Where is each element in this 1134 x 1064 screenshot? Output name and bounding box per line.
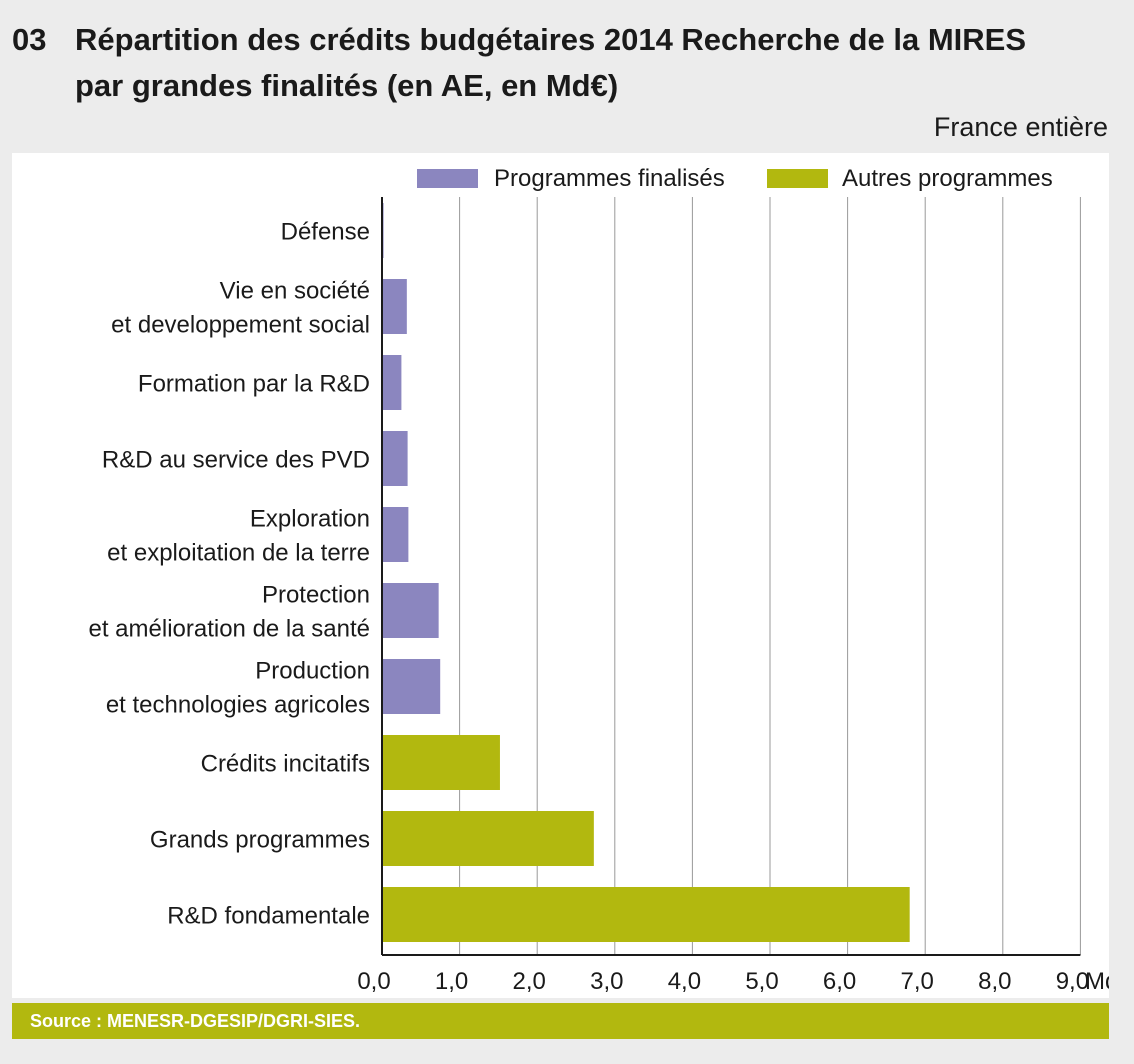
x-tick-label: 2,0 <box>513 968 546 995</box>
category-label: Défense <box>281 219 370 246</box>
category-label: et developpement social <box>111 312 370 339</box>
x-tick-label: 5,0 <box>745 968 778 995</box>
category-label: Production <box>255 658 370 685</box>
x-tick-label: 4,0 <box>668 968 701 995</box>
x-tick-label: 3,0 <box>590 968 623 995</box>
category-label: Formation par la R&D <box>138 371 370 398</box>
bar <box>382 355 402 410</box>
legend-label: Autres programmes <box>842 165 1053 192</box>
x-tick-label: 9,0 <box>1056 968 1089 995</box>
source-text: Source : MENESR-DGESIP/DGRI-SIES. <box>30 1011 361 1031</box>
x-tick-label: 7,0 <box>901 968 934 995</box>
category-label: R&D fondamentale <box>167 903 370 930</box>
category-label: Grands programmes <box>150 827 370 854</box>
chart-title-line1: Répartition des crédits budgétaires 2014… <box>75 22 1026 57</box>
category-label: et amélioration de la santé <box>88 616 370 643</box>
x-unit-label: Md€ <box>1085 968 1109 995</box>
bar <box>382 431 408 486</box>
category-label: et technologies agricoles <box>106 692 370 719</box>
category-label: Vie en société <box>220 278 370 305</box>
legend-swatch <box>767 169 828 188</box>
chart-number: 03 <box>12 22 47 57</box>
chart-panel: Défense Vie en société et developpement so… <box>12 153 1109 998</box>
bar <box>382 507 409 562</box>
bar <box>382 583 439 638</box>
bar <box>382 279 407 334</box>
chart-title-line2: par grandes finalités (en AE, en Md€) <box>75 68 619 103</box>
bar-chart: Défense Vie en société et developpement so… <box>88 165 1109 995</box>
category-label: Protection <box>262 582 370 609</box>
x-tick-label: 1,0 <box>435 968 468 995</box>
legend-swatch <box>417 169 478 188</box>
category-label: et exploitation de la terre <box>107 540 370 567</box>
source-bar: Source : MENESR-DGESIP/DGRI-SIES. <box>12 1003 1109 1039</box>
bar <box>382 811 594 866</box>
x-tick-label: 0,0 <box>357 968 390 995</box>
category-label: Crédits incitatifs <box>201 751 370 778</box>
x-tick-label: 6,0 <box>823 968 856 995</box>
scope-label: France entière <box>933 112 1108 142</box>
category-label: R&D au service des PVD <box>102 447 370 474</box>
legend-label: Programmes finalisés <box>494 165 725 192</box>
bar <box>382 735 500 790</box>
bar <box>382 887 910 942</box>
bar <box>382 659 441 714</box>
x-tick-label: 8,0 <box>978 968 1011 995</box>
category-label: Exploration <box>250 506 370 533</box>
